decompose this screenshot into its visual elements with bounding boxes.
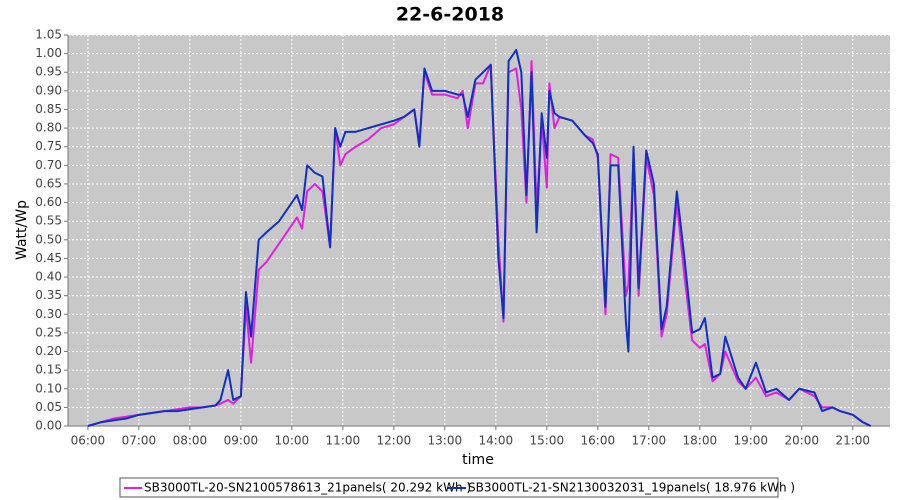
y-tick-label: 0.55 <box>35 214 62 228</box>
y-tick-label: 0.00 <box>35 419 62 433</box>
x-tick-label: 07:00 <box>122 434 157 448</box>
x-axis-label: time <box>462 452 494 468</box>
legend-label: SB3000TL-20-SN2100578613_21panels( 20.29… <box>144 481 471 495</box>
y-tick-label: 0.10 <box>35 381 62 395</box>
y-tick-label: 0.60 <box>35 195 62 209</box>
x-tick-label: 21:00 <box>835 434 870 448</box>
x-tick-label: 10:00 <box>275 434 310 448</box>
y-tick-label: 0.35 <box>35 288 62 302</box>
x-tick-label: 19:00 <box>733 434 768 448</box>
x-tick-label: 20:00 <box>784 434 819 448</box>
x-tick-label: 18:00 <box>683 434 718 448</box>
y-tick-label: 1.00 <box>35 46 62 60</box>
y-tick-label: 0.05 <box>35 400 62 414</box>
x-tick-label: 17:00 <box>632 434 667 448</box>
x-tick-label: 11:00 <box>326 434 361 448</box>
y-axis-label: Watt/Wp <box>14 200 30 260</box>
y-tick-label: 0.90 <box>35 83 62 97</box>
x-tick-label: 13:00 <box>428 434 463 448</box>
y-tick-label: 0.30 <box>35 307 62 321</box>
y-tick-label: 0.45 <box>35 251 62 265</box>
x-tick-label: 09:00 <box>224 434 259 448</box>
x-tick-label: 14:00 <box>479 434 514 448</box>
y-tick-label: 0.40 <box>35 270 62 284</box>
y-tick-label: 0.85 <box>35 102 62 116</box>
x-tick-label: 16:00 <box>581 434 616 448</box>
x-tick-label: 06:00 <box>71 434 106 448</box>
chart-title: 22-6-2018 <box>396 4 504 26</box>
y-tick-label: 0.95 <box>35 65 62 79</box>
y-tick-label: 0.25 <box>35 325 62 339</box>
y-tick-label: 0.20 <box>35 344 62 358</box>
plot-area <box>68 35 890 426</box>
y-tick-label: 0.80 <box>35 121 62 135</box>
x-tick-label: 08:00 <box>173 434 208 448</box>
y-tick-label: 0.50 <box>35 232 62 246</box>
x-tick-label: 12:00 <box>377 434 412 448</box>
x-tick-label: 15:00 <box>530 434 565 448</box>
y-tick-label: 0.65 <box>35 176 62 190</box>
y-tick-label: 0.70 <box>35 158 62 172</box>
y-tick-label: 1.05 <box>35 28 62 42</box>
y-tick-label: 0.75 <box>35 139 62 153</box>
series-line <box>87 48 872 427</box>
legend-label: SB3000TL-21-SN2130032031_19panels( 18.97… <box>468 481 795 495</box>
y-tick-label: 0.15 <box>35 363 62 377</box>
